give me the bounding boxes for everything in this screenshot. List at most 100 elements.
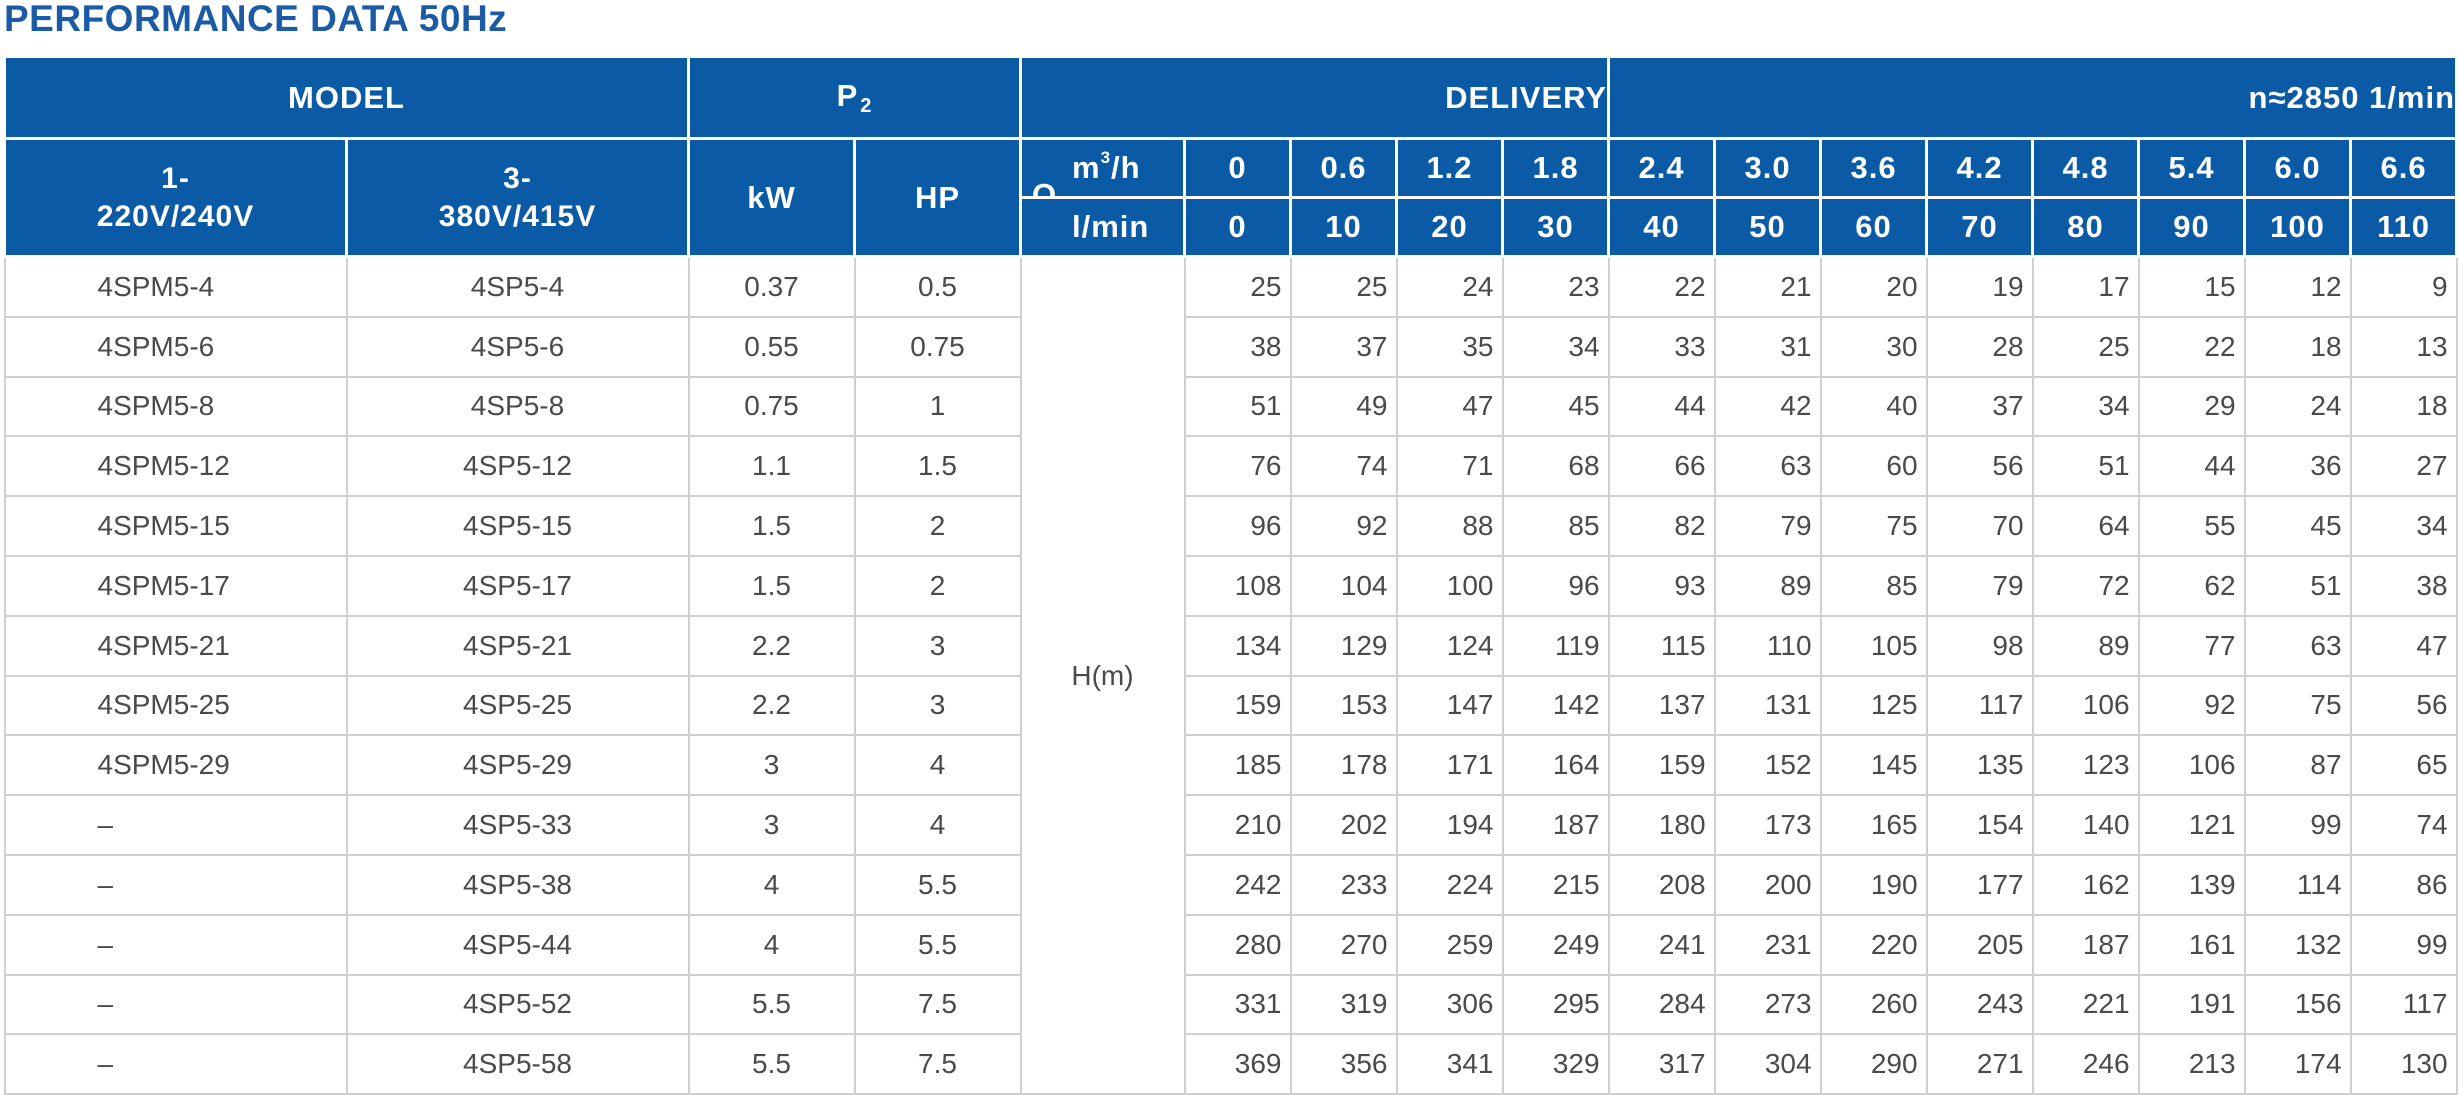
three-phase-model-cell: 4SP5-29 — [345, 734, 690, 797]
head-value-cell: 87 — [2243, 734, 2352, 797]
head-value-cell: 105 — [1819, 614, 1928, 677]
kw-cell: 4 — [687, 853, 856, 916]
table-row: –4SP5-38 4 5.5 242 233 224 215 208 200 190 177 162 1… — [3, 853, 2458, 916]
head-value-cell: 249 — [1501, 913, 1610, 976]
head-value-cell: 29 — [2137, 375, 2246, 438]
head-value-cell: 82 — [1607, 495, 1716, 557]
model-header: MODEL — [3, 55, 690, 140]
flow-m3h-4: 2.4 — [1607, 137, 1717, 199]
head-value-cell: 85 — [1501, 495, 1610, 557]
head-value-cell: 19 — [1925, 255, 2034, 318]
flow-lmin-8: 80 — [2031, 196, 2141, 258]
three-phase-model-cell: 4SP5-12 — [345, 435, 690, 498]
head-value-cell: 356 — [1289, 1033, 1398, 1095]
flow-m3h-3: 1.8 — [1500, 137, 1611, 199]
head-value-cell: 36 — [2243, 435, 2352, 498]
hp-cell: 3 — [853, 674, 1022, 737]
table-row: –4SP5-58 5.5 7.5 369 356 341 329 317 304 290 271 24… — [3, 1033, 2458, 1095]
head-value-cell: 319 — [1289, 973, 1398, 1036]
head-value-cell: 62 — [2137, 554, 2246, 617]
head-value-cell: 42 — [1713, 375, 1822, 438]
head-value-cell: 40 — [1819, 375, 1928, 438]
head-value-cell: 145 — [1819, 734, 1928, 797]
head-value-cell: 106 — [2031, 674, 2140, 737]
head-value-cell: 142 — [1501, 674, 1610, 737]
page-title: PERFORMANCE DATA 50Hz — [4, 0, 508, 39]
head-value-cell: 28 — [1925, 315, 2034, 378]
head-value-cell: 34 — [2349, 495, 2458, 557]
table-row: –4SP5-44 4 5.5 280 270 259 249 241 231 220 205 187 1… — [3, 913, 2458, 976]
head-value-cell: 77 — [2137, 614, 2246, 677]
hp-cell: 4 — [853, 794, 1022, 856]
head-value-cell: 140 — [2031, 794, 2140, 856]
head-value-cell: 38 — [1183, 315, 1292, 378]
head-value-cell: 65 — [2349, 734, 2458, 797]
head-value-cell: 92 — [1289, 495, 1398, 557]
head-value-cell: 114 — [2243, 853, 2352, 916]
table-row: 4SPM5-15 4SP5-15 1.5 2 96 92 88 85 82 79 75 70 64 55 4… — [3, 495, 2458, 557]
head-value-cell: 31 — [1713, 315, 1822, 378]
head-value-cell: 106 — [2137, 734, 2246, 797]
table-row: 4SPM5-12 4SP5-12 1.1 1.5 76 74 71 68 66 63 60 56 51 4… — [3, 435, 2458, 498]
hp-cell: 1 — [853, 375, 1022, 438]
table-row: 4SPM5-25 4SP5-25 2.2 3 159 153 147 142 137 131 125… — [3, 674, 2458, 737]
hp-cell: 5.5 — [853, 913, 1022, 976]
head-value-cell: 79 — [1713, 495, 1822, 557]
flow-m3h-10: 6.0 — [2243, 137, 2353, 199]
three-phase-model-cell: 4SP5-33 — [345, 794, 690, 856]
head-value-cell: 162 — [2031, 853, 2140, 916]
head-value-cell: 72 — [2031, 554, 2140, 617]
single-phase-header: 1- 220V/240V — [3, 137, 348, 258]
head-value-cell: 47 — [2349, 614, 2458, 677]
head-value-cell: 130 — [2349, 1033, 2458, 1095]
single-phase-model-cell: 4SPM5-21 — [3, 614, 348, 677]
kw-cell: 2.2 — [687, 674, 856, 737]
head-value-cell: 220 — [1819, 913, 1928, 976]
head-value-cell: 17 — [2031, 255, 2140, 318]
flow-lmin-4: 40 — [1607, 196, 1717, 258]
kw-cell: 2.2 — [687, 614, 856, 677]
flow-m3h-0: 0 — [1183, 137, 1292, 199]
head-value-cell: 18 — [2243, 315, 2352, 378]
hp-cell: 2 — [853, 495, 1022, 557]
kw-cell: 4 — [687, 913, 856, 976]
head-value-cell: 178 — [1289, 734, 1398, 797]
flow-m3h-8: 4.8 — [2031, 137, 2141, 199]
head-value-cell: 156 — [2243, 973, 2352, 1036]
single-phase-model-cell: 4SPM5-25 — [3, 674, 348, 737]
head-value-cell: 306 — [1395, 973, 1504, 1036]
unit-m3h-header: Qm3/h — [1019, 137, 1186, 199]
kw-cell: 0.75 — [687, 375, 856, 438]
head-value-cell: 37 — [1289, 315, 1398, 378]
head-value-cell: 134 — [1183, 614, 1292, 677]
head-label-cell: H(m) — [1019, 255, 1186, 1095]
head-value-cell: 115 — [1607, 614, 1716, 677]
head-value-cell: 44 — [1607, 375, 1716, 438]
three-phase-model-cell: 4SP5-21 — [345, 614, 690, 677]
head-value-cell: 60 — [1819, 435, 1928, 498]
head-value-cell: 224 — [1395, 853, 1504, 916]
single-phase-model-cell: – — [3, 853, 348, 916]
single-phase-model-cell: 4SPM5-17 — [3, 554, 348, 617]
head-value-cell: 56 — [2349, 674, 2458, 737]
single-phase-line1: 1- — [161, 161, 190, 195]
head-value-cell: 49 — [1289, 375, 1398, 438]
head-value-cell: 208 — [1607, 853, 1716, 916]
kw-cell: 1.1 — [687, 435, 856, 498]
hp-cell: 7.5 — [853, 973, 1022, 1036]
table-row: 4SPM5-21 4SP5-21 2.2 3 134 129 124 119 115 110 105… — [3, 614, 2458, 677]
head-value-cell: 132 — [2243, 913, 2352, 976]
table-row: 4SPM5-8 4SP5-8 0.75 1 51 49 47 45 44 42 40 37 34 29 24… — [3, 375, 2458, 438]
head-value-cell: 23 — [1501, 255, 1610, 318]
head-value-cell: 96 — [1183, 495, 1292, 557]
head-value-cell: 165 — [1819, 794, 1928, 856]
head-value-cell: 45 — [1501, 375, 1610, 438]
unit-lmin-header: l/min — [1019, 196, 1186, 258]
hp-cell: 1.5 — [853, 435, 1022, 498]
head-value-cell: 284 — [1607, 973, 1716, 1036]
head-value-cell: 129 — [1289, 614, 1398, 677]
head-value-cell: 27 — [2349, 435, 2458, 498]
head-value-cell: 86 — [2349, 853, 2458, 916]
